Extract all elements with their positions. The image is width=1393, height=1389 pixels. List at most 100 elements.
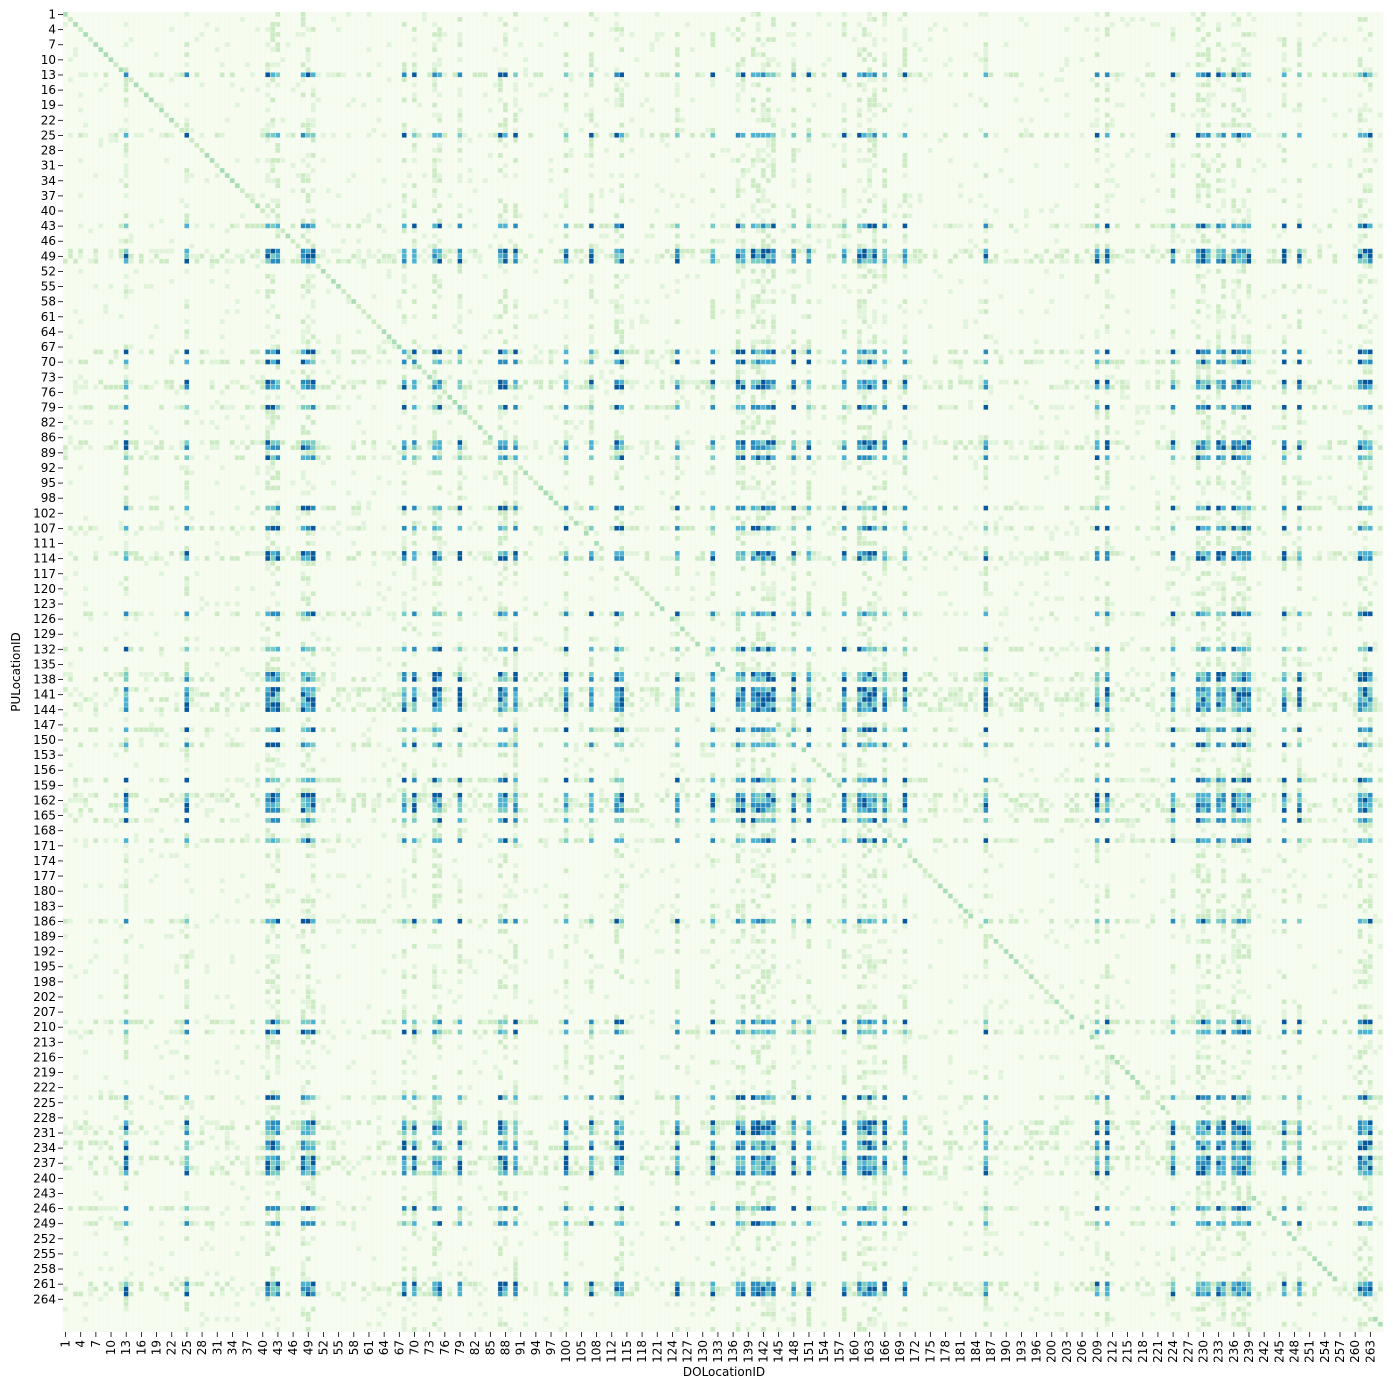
heatmap-cell <box>513 455 518 460</box>
heatmap-cell <box>1221 525 1226 531</box>
heatmap-cell <box>376 223 382 229</box>
heatmap-cell <box>1145 379 1150 385</box>
heatmap-cell <box>973 52 978 57</box>
heatmap-cell <box>1221 455 1226 460</box>
heatmap-cell <box>401 546 407 551</box>
heatmap-cell <box>148 525 154 531</box>
heatmap-cell <box>305 223 311 229</box>
heatmap-cell <box>300 62 306 68</box>
heatmap-cell <box>862 369 867 375</box>
heatmap-cell <box>841 72 847 78</box>
heatmap-cell <box>1195 394 1201 400</box>
heatmap-cell <box>771 525 776 531</box>
heatmap-cell <box>68 415 73 420</box>
heatmap-cell <box>841 415 847 420</box>
heatmap-cell <box>401 253 407 259</box>
heatmap-cell <box>1200 299 1206 304</box>
heatmap-cell <box>184 546 190 551</box>
heatmap-cell <box>872 541 877 546</box>
heatmap-cell <box>816 551 822 556</box>
heatmap-cell <box>240 87 245 93</box>
heatmap-cell <box>523 253 528 259</box>
heatmap-cell <box>78 374 83 380</box>
heatmap-cell <box>776 445 781 450</box>
heatmap-cell <box>786 268 791 274</box>
heatmap-cell <box>1175 359 1181 365</box>
heatmap-cell <box>63 22 68 27</box>
heatmap-cell <box>331 17 336 22</box>
heatmap-cell <box>1332 299 1338 304</box>
heatmap-cell <box>887 102 893 108</box>
heatmap-cell <box>1271 248 1277 254</box>
heatmap-cell <box>765 97 771 103</box>
heatmap-cell <box>240 17 245 22</box>
heatmap-cell <box>872 334 877 340</box>
heatmap-cell <box>710 77 716 83</box>
heatmap-cell <box>1200 238 1206 244</box>
heatmap-cell <box>690 248 695 254</box>
heatmap-cell <box>1236 62 1241 68</box>
heatmap-cell <box>1028 399 1034 405</box>
heatmap-cell <box>740 263 746 269</box>
heatmap-cell <box>1347 384 1353 390</box>
heatmap-cell <box>902 379 908 385</box>
heatmap-cell <box>1297 42 1302 47</box>
heatmap-cell <box>432 279 437 284</box>
heatmap-cell <box>1114 359 1120 365</box>
heatmap-cell <box>619 87 624 93</box>
heatmap-cell <box>427 72 432 78</box>
heatmap-cell <box>1195 173 1201 178</box>
heatmap-cell <box>594 505 599 511</box>
heatmap-cell <box>609 27 614 32</box>
heatmap-cell <box>1170 379 1176 385</box>
heatmap-cell <box>503 535 508 541</box>
heatmap-cell <box>755 72 761 78</box>
heatmap-cell <box>376 258 382 264</box>
heatmap-cell <box>275 42 281 47</box>
heatmap-cell <box>740 228 746 234</box>
heatmap-cell <box>765 510 771 516</box>
heatmap-cell <box>310 455 316 460</box>
heatmap-cell <box>300 253 306 259</box>
heatmap-cell <box>1276 425 1282 430</box>
heatmap-cell <box>1216 253 1221 259</box>
heatmap-cell <box>133 445 139 450</box>
heatmap-cell <box>492 132 498 138</box>
heatmap-cell <box>528 132 533 138</box>
heatmap-cell <box>503 203 508 209</box>
heatmap-cell <box>674 132 680 138</box>
heatmap-cell <box>735 470 741 476</box>
heatmap-cell <box>806 117 812 123</box>
heatmap-cell <box>1367 263 1373 269</box>
heatmap-cell <box>503 32 508 37</box>
heatmap-cell <box>411 314 417 319</box>
heatmap-cell <box>1367 410 1373 415</box>
heatmap-cell <box>411 37 417 42</box>
heatmap-cell <box>300 510 306 516</box>
heatmap-cell <box>1216 541 1221 546</box>
heatmap-cell <box>740 541 746 546</box>
heatmap-cell <box>199 349 205 355</box>
heatmap-cell <box>401 551 407 556</box>
heatmap-cell <box>639 505 645 511</box>
heatmap-cell <box>1236 525 1241 531</box>
heatmap-cell <box>83 132 88 138</box>
heatmap-cell <box>1180 238 1186 244</box>
heatmap-cell <box>108 359 114 365</box>
heatmap-cell <box>401 374 407 380</box>
heatmap-cell <box>1109 551 1115 556</box>
heatmap-cell <box>1332 253 1338 259</box>
heatmap-cell <box>1251 32 1257 37</box>
heatmap-cell <box>1145 384 1150 390</box>
heatmap-cell <box>563 188 569 193</box>
heatmap-cell <box>528 233 533 239</box>
heatmap-cell <box>432 173 437 178</box>
heatmap-cell <box>265 505 270 511</box>
heatmap-cell <box>1221 57 1226 62</box>
heatmap-cell <box>760 284 766 289</box>
heatmap-cell <box>1276 37 1282 42</box>
heatmap-cell <box>265 455 270 460</box>
heatmap-cell <box>872 97 877 103</box>
heatmap-cell <box>1170 72 1176 78</box>
heatmap-cell <box>1266 112 1272 118</box>
